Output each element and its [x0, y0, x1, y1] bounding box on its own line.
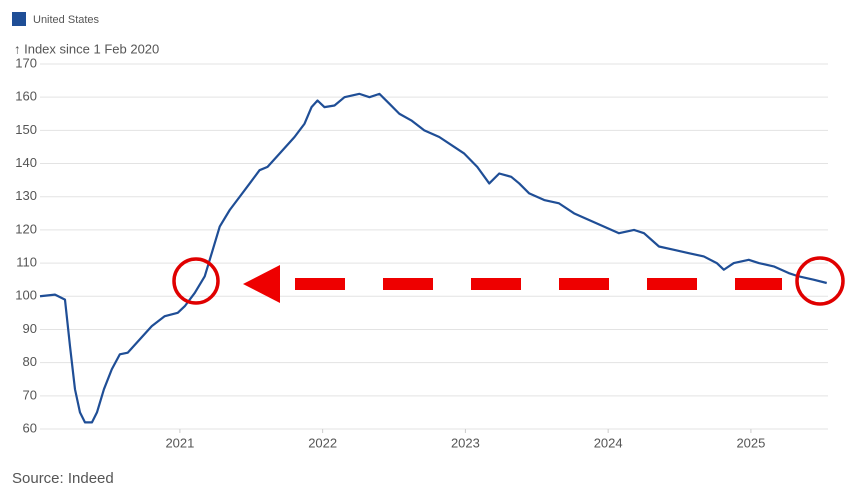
arrow-head	[243, 265, 280, 303]
highlight-circle	[795, 256, 845, 306]
x-tick-label: 2021	[165, 435, 194, 450]
plot: 60 70 80 90 100 110 120 130 140 150 160 170 2021 2022…	[15, 55, 828, 450]
highlight-circle	[172, 257, 220, 305]
y-tick-label: 170	[15, 55, 37, 70]
x-tick-label: 2023	[451, 435, 480, 450]
x-tick-label: 2025	[736, 435, 765, 450]
y-tick-label: 80	[23, 354, 37, 369]
legend-swatch	[12, 12, 26, 26]
y-tick-label: 160	[15, 89, 37, 104]
x-tick-label: 2024	[594, 435, 623, 450]
legend-label: United States	[33, 14, 100, 26]
annotation	[172, 256, 845, 306]
y-tick-label: 120	[15, 221, 37, 236]
y-tick-label: 150	[15, 122, 37, 137]
y-tick-label: 90	[23, 321, 37, 336]
source: Source: Indeed	[12, 470, 114, 487]
y-tick-label: 140	[15, 155, 37, 170]
y-tick-label: 60	[23, 420, 37, 435]
series-line	[39, 92, 827, 424]
y-tick-label: 110	[16, 255, 37, 270]
x-tick-label: 2022	[308, 435, 337, 450]
y-tick-label: 100	[15, 288, 37, 303]
y-tick-label: 130	[15, 188, 37, 203]
y-axis-label: ↑ Index since 1 Feb 2020	[14, 41, 159, 56]
y-tick-label: 70	[23, 387, 37, 402]
